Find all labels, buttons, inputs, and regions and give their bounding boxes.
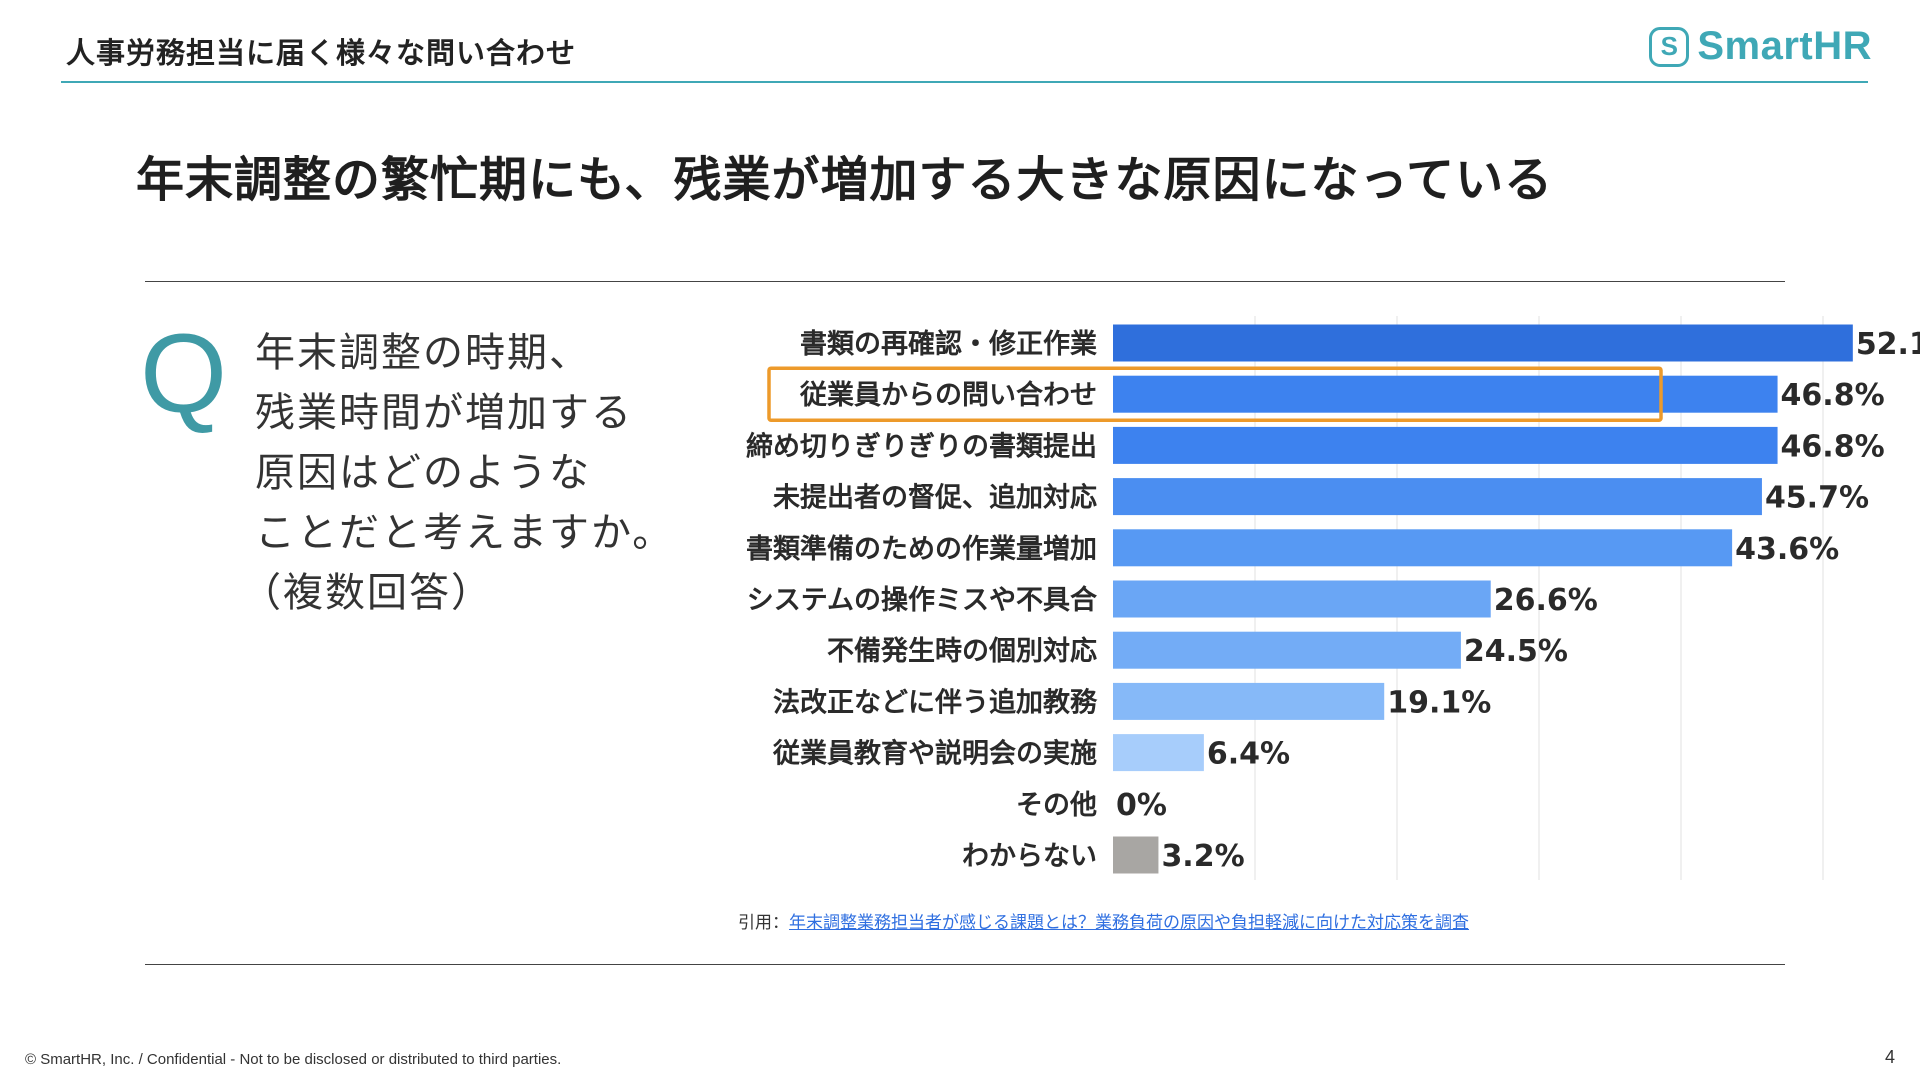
chart-value-label: 46.8% [1781,378,1885,413]
question-text: 年末調整の時期、 残業時間が増加する 原因はどのような ことだと考えますか。 （… [241,323,675,623]
chart-category-label: 従業員からの問い合わせ [799,379,1097,411]
slide-headline: 年末調整の繁忙期にも、残業が増加する大きな原因になっている [136,152,1554,208]
citation: 引用：年末調整業務担当者が感じる課題とは？業務負荷の原因や負担軽減に向けた対応策… [738,908,1469,933]
content-bottom-divider [145,964,1785,965]
chart-category-label: わからない [962,841,1097,872]
chart-category-label: 締め切りぎりぎりの書類提出 [746,430,1097,462]
question-line: 原因はどのような [255,450,591,496]
chart-value-label: 24.5% [1464,634,1568,669]
chart-category-label: 不備発生時の個別対応 [827,635,1097,667]
chart-bar [1113,324,1853,362]
chart-value-label: 6.4% [1207,737,1290,772]
content-top-divider [145,281,1785,282]
header-title: 人事労務担当に届く様々な問い合わせ [66,36,577,70]
chart-value-label: 45.7% [1765,481,1869,516]
question-mark-q: Q [140,311,228,436]
question-line: ことだと考えますか。 [255,510,675,556]
chart-category-label: その他 [1016,790,1097,821]
chart-category-label: 従業員教育や説明会の実施 [772,738,1097,770]
chart-value-label: 0% [1116,788,1167,823]
chart-bar [1113,580,1491,618]
chart-value-label: 19.1% [1387,685,1491,720]
page-number: 4 [1884,1047,1895,1067]
question-line: （複数回答） [241,570,493,616]
chart-bar [1113,682,1385,720]
chart-bar [1113,836,1159,874]
chart-value-label: 26.6% [1494,583,1598,618]
citation-prefix: 引用： [738,913,789,933]
chart-bar [1113,478,1762,516]
question-line: 残業時間が増加する [255,390,633,436]
chart-bar [1113,375,1778,413]
chart-bar [1113,426,1778,464]
chart-bar [1113,529,1733,567]
chart-value-label: 52.1% [1856,327,1920,362]
chart-category-label: 書類準備のための作業量増加 [746,533,1097,565]
smarthr-logo-icon: S [1649,26,1690,67]
smarthr-logo: S SmartHR [1649,24,1872,69]
citation-link[interactable]: 年末調整業務担当者が感じる課題とは？業務負荷の原因や負担軽減に向けた対応策を調査 [789,913,1469,933]
chart-bar [1113,631,1461,669]
header-divider [61,81,1868,83]
chart-category-label: 法改正などに伴う追加教務 [773,686,1098,718]
chart-highlight-box [767,366,1663,422]
chart-category-label: 未提出者の督促、追加対応 [773,482,1097,514]
question-line: 年末調整の時期、 [255,330,591,376]
chart-category-label: システムの操作ミスや不具合 [747,584,1097,616]
footer-copyright: © SmartHR, Inc. / Confidential - Not to … [25,1051,562,1068]
chart-value-label: 3.2% [1161,839,1244,874]
chart-bar [1113,734,1204,772]
chart-value-label: 46.8% [1781,429,1885,464]
smarthr-logo-text: SmartHR [1697,24,1872,68]
chart-value-label: 43.6% [1735,532,1839,567]
chart-category-label: 書類の再確認・修正作業 [800,328,1097,360]
